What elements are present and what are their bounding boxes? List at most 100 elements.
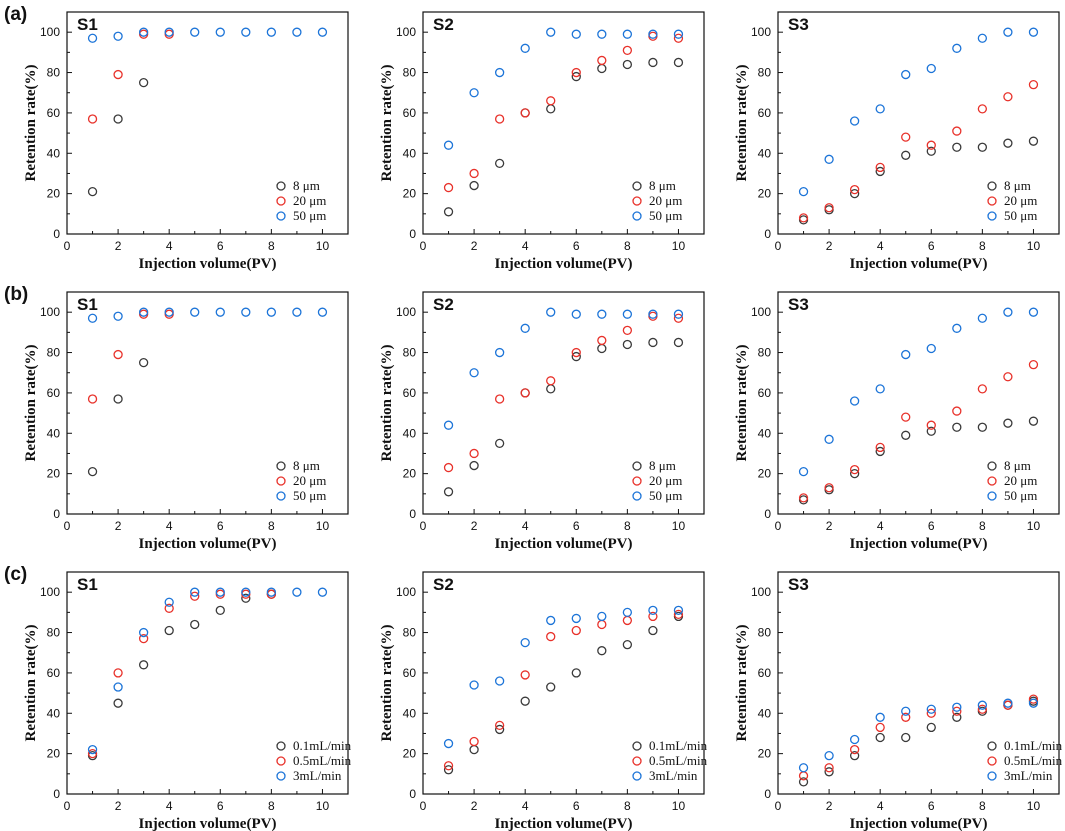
y-tick-label: 100 <box>751 585 771 599</box>
data-point-blue <box>546 615 556 626</box>
data-point-blue <box>215 27 225 37</box>
panel-title: S3 <box>788 15 809 34</box>
data-point-blue <box>190 27 200 37</box>
y-tick-label: 40 <box>403 706 417 720</box>
data-point-red <box>546 96 556 106</box>
data-point-blue <box>648 309 658 319</box>
x-tick-label: 10 <box>1027 239 1041 253</box>
data-point-red <box>824 763 834 773</box>
y-tick-label: 100 <box>40 585 60 599</box>
y-axis-title: Retention rate(%) <box>734 344 750 461</box>
row-label-1: (b) <box>4 284 28 305</box>
data-point-blue <box>546 27 556 37</box>
data-point-black <box>977 142 988 152</box>
data-point-blue <box>901 349 911 360</box>
data-point-red <box>546 376 556 386</box>
data-point-black <box>824 767 834 777</box>
x-tick-label: 6 <box>928 239 935 253</box>
data-point-red <box>977 104 988 114</box>
data-point-blue <box>546 307 556 317</box>
data-point-red <box>1003 92 1013 102</box>
data-point-red <box>977 384 988 394</box>
data-point-black <box>494 724 505 735</box>
data-point-black <box>520 696 530 706</box>
data-point-blue <box>622 607 633 618</box>
data-point-black <box>1028 136 1039 146</box>
data-point-red <box>87 114 98 124</box>
data-point-black <box>1028 416 1039 426</box>
x-axis-title: Injection volume(PV) <box>495 256 633 272</box>
data-point-red <box>494 720 505 731</box>
data-point-black <box>138 357 149 368</box>
x-tick-label: 6 <box>217 519 224 533</box>
legend-label: 3mL/min <box>1004 768 1053 783</box>
data-point-blue <box>597 611 607 622</box>
data-point-blue <box>469 680 479 690</box>
x-tick-label: 2 <box>115 799 122 813</box>
data-point-red <box>494 114 505 124</box>
legend-marker <box>987 491 997 501</box>
y-tick-label: 40 <box>47 706 61 720</box>
panel-title: S3 <box>788 575 809 594</box>
legend-marker <box>987 461 997 471</box>
y-tick-label: 40 <box>758 706 772 720</box>
data-point-blue <box>164 307 174 317</box>
x-tick-label: 8 <box>624 519 631 533</box>
plot-frame <box>777 11 1060 235</box>
data-point-red <box>952 406 962 416</box>
x-tick-label: 4 <box>522 519 529 533</box>
x-tick-label: 2 <box>471 239 478 253</box>
y-tick-label: 20 <box>403 187 417 201</box>
legend-marker <box>632 756 642 766</box>
x-tick-label: 10 <box>316 519 330 533</box>
legend-label: 20 μm <box>1004 473 1037 488</box>
x-tick-label: 0 <box>420 799 427 813</box>
data-point-blue <box>87 744 98 755</box>
y-tick-label: 20 <box>403 467 417 481</box>
data-point-blue <box>241 307 251 317</box>
data-point-black <box>469 180 479 191</box>
data-point-black <box>926 722 936 733</box>
data-point-red <box>1028 80 1039 90</box>
y-tick-label: 80 <box>47 346 61 360</box>
plot-frame <box>422 571 705 795</box>
data-point-black <box>113 394 123 404</box>
data-point-red <box>849 744 860 755</box>
legend-marker <box>987 756 997 766</box>
data-point-red <box>190 591 200 601</box>
data-point-red <box>571 67 581 78</box>
x-axis-title: Injection volume(PV) <box>850 816 988 831</box>
x-tick-label: 8 <box>268 799 275 813</box>
legend-label: 8 μm <box>1004 178 1031 193</box>
x-tick-label: 4 <box>522 799 529 813</box>
legend-marker <box>276 756 286 766</box>
legend-label: 8 μm <box>293 178 320 193</box>
data-point-black <box>215 605 225 615</box>
data-point-blue <box>673 29 684 39</box>
data-point-blue <box>138 27 149 37</box>
x-tick-label: 4 <box>877 799 884 813</box>
data-point-black <box>113 698 123 708</box>
data-point-blue <box>520 43 530 53</box>
data-point-blue <box>1003 27 1013 37</box>
data-point-blue <box>520 637 530 648</box>
y-tick-label: 60 <box>758 666 772 680</box>
y-tick-label: 80 <box>47 66 61 80</box>
data-point-blue <box>798 763 809 773</box>
x-tick-label: 8 <box>268 239 275 253</box>
x-tick-label: 0 <box>420 519 427 533</box>
data-point-blue <box>622 309 633 319</box>
data-point-blue <box>798 186 809 197</box>
data-point-blue <box>266 587 277 597</box>
data-point-black <box>138 77 149 88</box>
x-tick-label: 10 <box>1027 799 1041 813</box>
data-point-blue <box>443 140 454 150</box>
y-tick-label: 60 <box>47 666 61 680</box>
data-point-red <box>824 203 834 213</box>
data-point-blue <box>1028 307 1039 317</box>
data-point-black <box>648 625 658 636</box>
data-point-red <box>597 619 607 630</box>
